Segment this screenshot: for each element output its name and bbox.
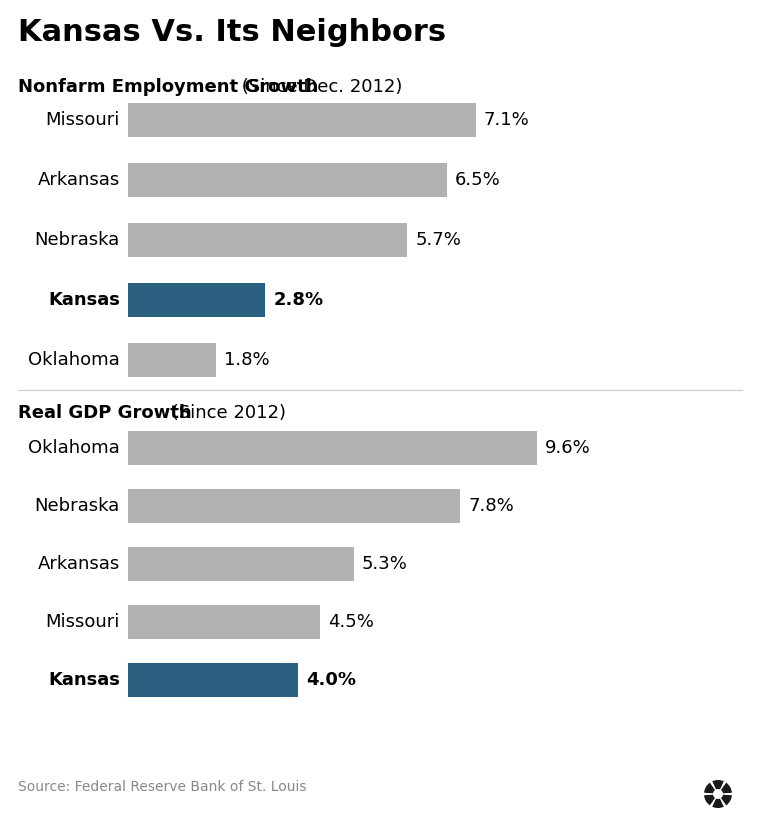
Text: 6.5%: 6.5% — [454, 171, 500, 189]
Wedge shape — [710, 781, 718, 794]
Text: Oklahoma: Oklahoma — [28, 351, 120, 369]
Wedge shape — [718, 794, 732, 805]
Bar — [128, 163, 447, 197]
Wedge shape — [718, 783, 732, 794]
Bar — [128, 431, 537, 465]
Text: Nebraska: Nebraska — [35, 497, 120, 515]
Text: Kansas Vs. Its Neighbors: Kansas Vs. Its Neighbors — [18, 18, 446, 47]
Bar — [128, 343, 216, 377]
Text: Nonfarm Employment Growth: Nonfarm Employment Growth — [18, 78, 318, 96]
Text: (Since Dec. 2012): (Since Dec. 2012) — [236, 78, 402, 96]
Text: Arkansas: Arkansas — [38, 171, 120, 189]
Text: 9.6%: 9.6% — [545, 439, 591, 457]
Wedge shape — [712, 780, 724, 794]
Bar — [128, 605, 320, 639]
Wedge shape — [718, 794, 726, 807]
Text: 5.7%: 5.7% — [415, 231, 461, 249]
Bar — [128, 283, 265, 317]
Text: 4.5%: 4.5% — [328, 613, 374, 631]
Wedge shape — [704, 783, 718, 794]
Text: Source: Federal Reserve Bank of St. Louis: Source: Federal Reserve Bank of St. Loui… — [18, 780, 306, 794]
Wedge shape — [704, 794, 718, 805]
Wedge shape — [704, 793, 718, 796]
Bar — [128, 547, 354, 581]
Wedge shape — [710, 794, 718, 807]
Text: Missouri: Missouri — [46, 613, 120, 631]
Text: Real GDP Growth: Real GDP Growth — [18, 404, 192, 422]
Text: Kansas: Kansas — [48, 291, 120, 309]
Bar — [128, 663, 299, 697]
Text: 5.3%: 5.3% — [362, 555, 407, 573]
Text: Nebraska: Nebraska — [35, 231, 120, 249]
Circle shape — [713, 789, 723, 799]
Bar — [128, 223, 407, 257]
Text: 2.8%: 2.8% — [273, 291, 323, 309]
Text: Missouri: Missouri — [46, 111, 120, 129]
Text: Kansas: Kansas — [48, 671, 120, 689]
Text: 4.0%: 4.0% — [306, 671, 356, 689]
Text: 1.8%: 1.8% — [224, 351, 270, 369]
Wedge shape — [718, 793, 732, 796]
Text: (Since 2012): (Since 2012) — [166, 404, 286, 422]
Text: 7.8%: 7.8% — [468, 497, 514, 515]
Bar — [128, 103, 476, 137]
Text: Arkansas: Arkansas — [38, 555, 120, 573]
Bar — [128, 489, 461, 523]
Wedge shape — [712, 794, 724, 808]
Text: Oklahoma: Oklahoma — [28, 439, 120, 457]
Wedge shape — [718, 781, 726, 794]
Text: 7.1%: 7.1% — [484, 111, 530, 129]
